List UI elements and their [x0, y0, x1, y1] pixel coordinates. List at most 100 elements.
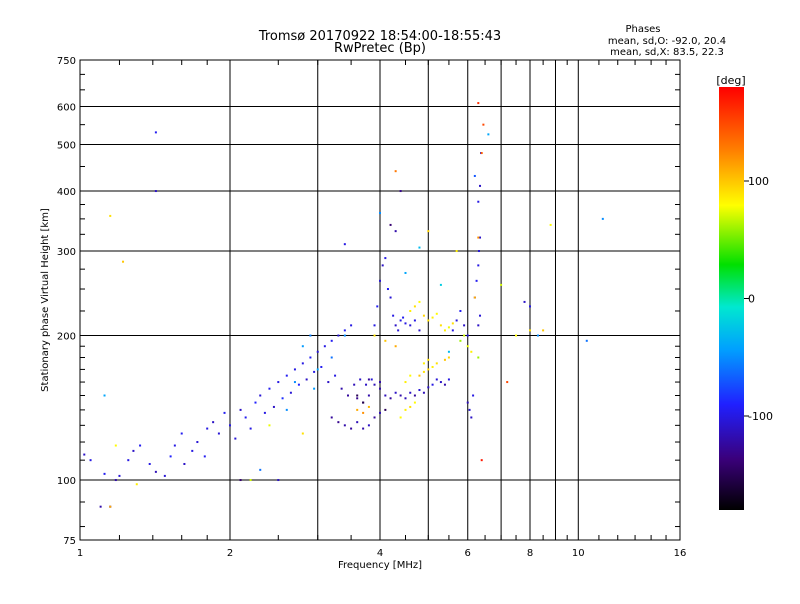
data-point	[466, 345, 469, 348]
data-point	[392, 314, 395, 317]
data-point	[114, 444, 117, 447]
data-point	[99, 505, 102, 508]
data-point	[301, 432, 304, 435]
data-point	[373, 416, 376, 419]
data-point	[309, 334, 312, 337]
data-point	[148, 462, 151, 465]
data-point	[536, 334, 539, 337]
data-point	[585, 339, 588, 342]
data-point	[154, 131, 157, 134]
data-point	[399, 416, 402, 419]
data-point	[427, 358, 430, 361]
y-tick-label: 400	[57, 187, 76, 198]
y-tick-label: 300	[57, 247, 76, 258]
data-point	[529, 329, 531, 332]
data-point	[223, 411, 226, 414]
plot-frame	[79, 59, 681, 541]
data-point	[327, 381, 330, 384]
x-tick-label: 10	[572, 548, 585, 559]
data-point	[370, 378, 373, 381]
data-point	[367, 405, 370, 408]
data-point	[439, 324, 442, 327]
data-point	[427, 368, 430, 371]
data-point	[477, 250, 480, 253]
data-point	[451, 329, 454, 332]
data-point	[206, 427, 209, 430]
data-point	[463, 334, 466, 337]
data-point	[118, 474, 121, 477]
data-point	[413, 319, 416, 322]
data-point	[397, 329, 400, 332]
data-point	[447, 350, 450, 353]
data-point	[386, 288, 389, 291]
data-point	[459, 309, 462, 312]
data-point	[362, 401, 365, 404]
data-point	[409, 391, 412, 394]
data-point	[367, 378, 370, 381]
data-point	[394, 324, 397, 327]
data-point	[285, 374, 288, 377]
data-point	[384, 408, 387, 411]
data-point	[439, 283, 442, 286]
data-point	[196, 441, 199, 444]
data-point	[356, 421, 359, 424]
data-point	[470, 416, 473, 419]
data-point	[389, 397, 392, 400]
x-axis-label: Frequency [MHz]	[338, 560, 422, 571]
data-point	[381, 264, 384, 267]
data-point	[477, 102, 480, 105]
data-point	[427, 386, 430, 389]
data-point	[309, 356, 312, 359]
data-point	[477, 200, 480, 203]
data-point	[376, 305, 379, 308]
chart-title: Tromsø 20170922 18:54:00-18:55:43	[258, 29, 501, 44]
data-point	[212, 421, 215, 424]
data-point	[316, 368, 319, 371]
data-point	[418, 329, 421, 332]
data-point	[180, 432, 183, 435]
data-point	[135, 483, 138, 486]
data-point	[384, 339, 387, 342]
data-point	[330, 356, 333, 359]
x-tick-label: 8	[527, 548, 533, 559]
data-point	[394, 170, 397, 173]
data-point	[443, 358, 446, 361]
data-point	[305, 378, 308, 381]
data-point	[479, 184, 482, 187]
data-point	[399, 394, 402, 397]
data-point	[132, 449, 135, 452]
data-point	[330, 339, 333, 342]
data-point	[477, 264, 480, 267]
data-point	[394, 230, 397, 233]
data-point	[475, 279, 478, 282]
data-point	[340, 387, 343, 390]
data-point	[487, 133, 490, 136]
data-point	[409, 374, 412, 377]
data-point	[472, 394, 475, 397]
data-point	[413, 394, 416, 397]
data-point	[293, 381, 296, 384]
data-point	[277, 381, 280, 384]
data-point	[463, 324, 466, 327]
data-point	[447, 378, 450, 381]
data-point	[109, 505, 112, 508]
data-point	[435, 378, 438, 381]
data-point	[443, 383, 446, 386]
data-point	[431, 365, 434, 368]
data-point	[466, 401, 469, 404]
plot-axes	[79, 59, 681, 541]
data-point	[389, 296, 392, 299]
data-point	[249, 427, 252, 430]
data-point	[394, 391, 397, 394]
colorbar-tick-label: -100	[748, 410, 773, 423]
data-point	[203, 455, 206, 458]
data-point	[337, 334, 340, 337]
legend-o-stats: mean, sd,O: -92.0, 20.4	[608, 36, 726, 47]
data-point	[379, 411, 381, 414]
data-point	[103, 472, 106, 475]
data-point	[529, 305, 531, 308]
x-tick-labels: 1 2 4 6 8 10 16	[77, 548, 687, 559]
data-point	[254, 401, 257, 404]
data-point	[277, 479, 280, 482]
data-point	[217, 432, 220, 435]
